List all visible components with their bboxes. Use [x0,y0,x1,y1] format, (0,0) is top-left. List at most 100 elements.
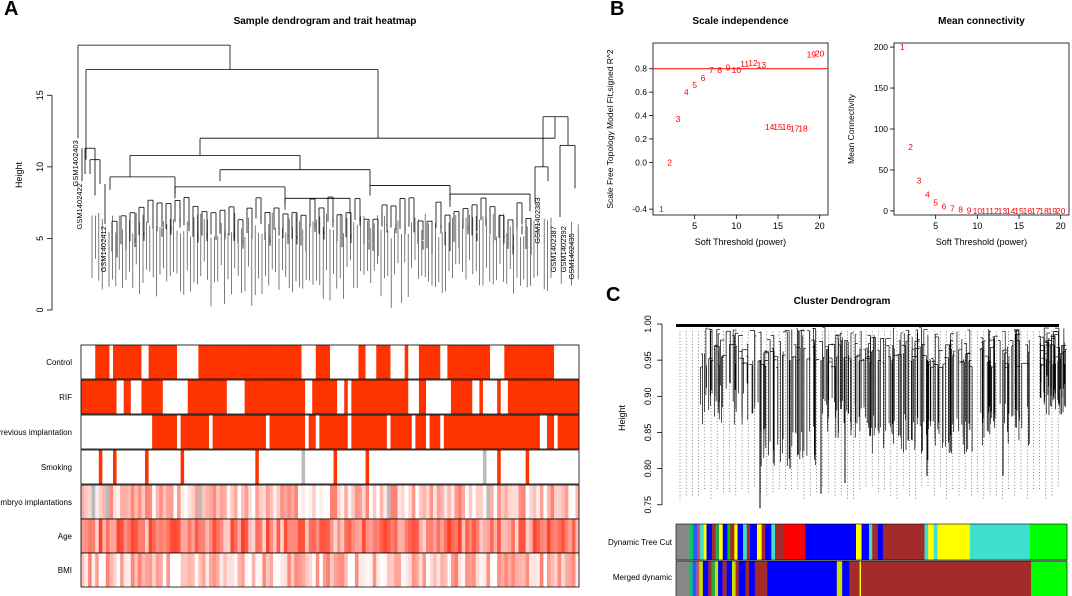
trait-cell [354,485,359,519]
trait-cell [490,450,494,484]
trait-cell [369,519,373,553]
trait-cell [230,345,235,379]
trait-cell [283,485,288,519]
trait-cell [507,519,512,553]
trait-cell [482,519,487,553]
trait-cell [450,450,455,484]
module-color-segment [750,524,758,560]
trait-cell [88,380,92,414]
scale-independence-x-tick-label: 5 [692,221,697,231]
trait-cell [262,380,267,414]
trait-cell [180,485,185,519]
trait-cell [265,485,270,519]
trait-cell [280,415,285,449]
trait-cell [354,380,359,414]
trait-cell [248,450,253,484]
trait-cell [344,450,349,484]
trait-cell [191,450,196,484]
scale-independence-title: Scale independence [692,16,789,27]
trait-cell [145,345,149,379]
trait-cell [113,553,117,587]
trait-cell [244,380,249,414]
trait-cell [418,519,423,553]
scale-independence-point-label: 18 [798,123,808,133]
module-color-segment [775,524,785,560]
trait-cell [330,415,334,449]
trait-cell [258,485,263,519]
trait-cell [308,485,313,519]
color-bar-frame [675,523,1068,561]
trait-cell [134,380,139,414]
trait-cell [191,345,196,379]
trait-cell [351,519,356,553]
trait-cell [454,519,459,553]
trait-cell [330,450,334,484]
trait-cell [554,519,558,553]
trait-cell [322,519,327,553]
trait-cell [120,450,124,484]
trait-cell [287,553,292,587]
trait-cell [105,450,110,484]
trait-cell [386,380,391,414]
trait-cell [394,485,398,519]
trait-cell [88,450,92,484]
trait-cell [305,553,309,587]
module-color-segment [726,561,733,596]
trait-cell [532,380,537,414]
trait-cell [337,553,341,587]
trait-cell [408,519,413,553]
trait-cell [500,553,505,587]
trait-cell [504,553,509,587]
trait-cell [137,345,142,379]
trait-cell [283,519,288,553]
trait-cell [340,345,345,379]
module-color-segment [855,524,862,560]
module-color-segment [924,524,929,560]
trait-cell [155,553,160,587]
trait-cell [354,345,359,379]
trait-cell [475,519,480,553]
trait-cell [554,345,558,379]
trait-cell [454,345,459,379]
mean-connectivity-y-tick-label: 0 [883,206,888,216]
trait-cell [479,485,484,519]
trait-cell [308,450,313,484]
module-color-segment [771,524,776,560]
trait-cell [337,415,341,449]
trait-cell [322,450,327,484]
trait-cell [162,380,167,414]
trait-cell [109,450,114,484]
trait-cell [251,415,256,449]
trait-cell [116,519,121,553]
trait-cell [365,519,370,553]
trait-cell [141,553,146,587]
trait-cell [490,553,494,587]
trait-cell [383,380,388,414]
trait-cell [216,345,221,379]
trait-cell [280,519,285,553]
trait-cell [493,415,498,449]
trait-cell [152,415,156,449]
panel-a-y-label: Height [14,161,24,188]
trait-cell [351,553,356,587]
trait-cell [347,450,352,484]
trait-cell [113,380,117,414]
mean-connectivity-point-label: 12 [989,206,999,216]
trait-cell [262,345,267,379]
scale-independence-frame [652,42,829,216]
trait-cell [223,345,228,379]
trait-cell [426,519,430,553]
trait-cell [362,345,366,379]
trait-cell [504,380,509,414]
trait-cell [145,485,149,519]
trait-cell [141,415,146,449]
trait-cell [440,380,445,414]
trait-cell [458,485,462,519]
trait-cell [568,380,573,414]
trait-cell [550,553,555,587]
trait-cell [337,345,341,379]
trait-cell [450,380,455,414]
trait-cell [557,485,562,519]
trait-cell [397,519,402,553]
trait-cell [390,380,395,414]
